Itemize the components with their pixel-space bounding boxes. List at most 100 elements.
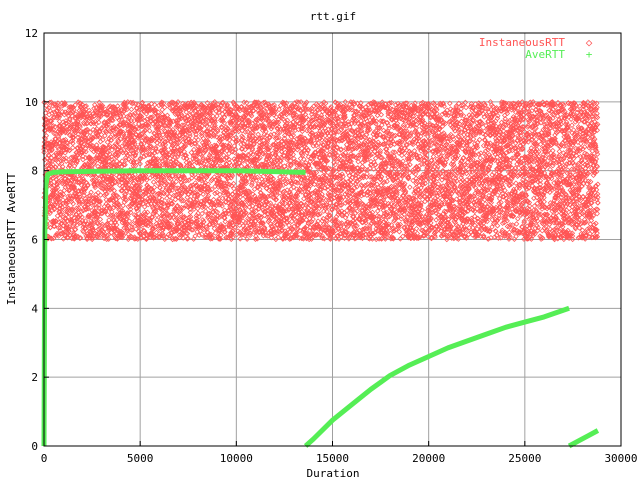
instaneousrtt-point [150,226,157,232]
instaneousrtt-point [225,133,231,139]
instaneousrtt-point [52,199,59,205]
instaneousrtt-point [65,177,71,184]
instaneousrtt-point [245,144,251,150]
instaneousrtt-point [208,133,215,140]
instaneousrtt-point [72,102,78,108]
instaneousrtt-point [77,124,83,130]
instaneousrtt-point [154,217,160,223]
instaneousrtt-point [73,154,79,160]
instaneousrtt-point [124,106,130,113]
instaneousrtt-point [219,136,226,142]
instaneousrtt-point [239,200,246,206]
instaneousrtt-point [141,133,148,139]
instaneousrtt-point [161,104,168,111]
instaneousrtt-point [199,129,206,136]
instaneousrtt-point [190,204,197,210]
instaneousrtt-point [183,230,190,237]
instaneousrtt-point [50,161,56,168]
instaneousrtt-point [247,199,254,205]
instaneousrtt-point [61,187,68,194]
instaneousrtt-point [124,152,131,158]
instaneousrtt-point [232,158,239,164]
instaneousrtt-point [169,99,175,105]
instaneousrtt-point [170,181,177,188]
instaneousrtt-point [58,230,64,237]
instaneousrtt-point [179,145,186,151]
instaneousrtt-point [142,127,149,133]
instaneousrtt-point [48,180,54,186]
instaneousrtt-point [223,154,229,161]
instaneousrtt-point [122,144,129,151]
instaneousrtt-point [178,198,185,204]
instaneousrtt-point [239,120,246,127]
instaneousrtt-point [187,206,194,212]
instaneousrtt-point [169,153,176,159]
instaneousrtt-point [207,150,214,156]
instaneousrtt-point [132,171,138,178]
instaneousrtt-point [166,188,173,194]
instaneousrtt-point [83,103,89,109]
instaneousrtt-point [203,234,210,240]
instaneousrtt-point [174,122,181,129]
instaneousrtt-point [55,100,61,106]
instaneousrtt-point [230,234,236,240]
instaneousrtt-point [90,213,96,219]
instaneousrtt-point [107,205,113,212]
instaneousrtt-point [70,134,77,141]
instaneousrtt-point [194,205,201,212]
instaneousrtt-point [208,177,215,184]
instaneousrtt-point [64,218,71,224]
instaneousrtt-point [241,226,247,233]
instaneousrtt-point [150,188,157,195]
instaneousrtt-point [120,202,126,209]
instaneousrtt-point [212,230,219,236]
instaneousrtt-point [185,104,192,110]
instaneousrtt-point [237,236,243,242]
instaneousrtt-point [214,189,220,196]
instaneousrtt-point [120,129,127,136]
instaneousrtt-point [80,153,86,160]
instaneousrtt-point [52,205,58,212]
instaneousrtt-point [133,205,140,212]
instaneousrtt-point [176,224,182,230]
instaneousrtt-point [128,106,135,113]
instaneousrtt-point [47,210,53,217]
instaneousrtt-point [63,155,69,161]
instaneousrtt-point [152,107,159,113]
instaneousrtt-point [241,208,247,215]
instaneousrtt-point [249,162,256,169]
instaneousrtt-point [64,139,70,146]
instaneousrtt-point [108,117,115,123]
instaneousrtt-point [94,108,100,115]
instaneousrtt-point [226,156,232,163]
instaneousrtt-point [153,135,160,142]
instaneousrtt-point [243,180,250,187]
instaneousrtt-point [125,99,131,105]
instaneousrtt-point [92,184,98,191]
instaneousrtt-point [216,227,223,234]
instaneousrtt-point [136,131,143,138]
instaneousrtt-point [236,154,242,161]
instaneousrtt-point [113,172,120,179]
instaneousrtt-point [54,179,61,186]
instaneousrtt-point [131,138,138,145]
instaneousrtt-point [196,214,202,220]
instaneousrtt-point [101,235,107,242]
instaneousrtt-point [69,113,75,119]
instaneousrtt-point [60,156,67,162]
instaneousrtt-point [236,206,243,213]
instaneousrtt-point [114,226,120,232]
instaneousrtt-point [206,162,212,169]
instaneousrtt-point [201,142,207,148]
instaneousrtt-point [76,201,83,207]
instaneousrtt-point [137,183,143,189]
instaneousrtt-point [85,205,91,212]
instaneousrtt-point [122,161,128,168]
instaneousrtt-point [224,189,231,195]
instaneousrtt-point [69,208,76,214]
instaneousrtt-point [125,213,131,220]
instaneousrtt-point [99,221,106,227]
instaneousrtt-point [56,105,62,112]
instaneousrtt-point [52,102,58,109]
